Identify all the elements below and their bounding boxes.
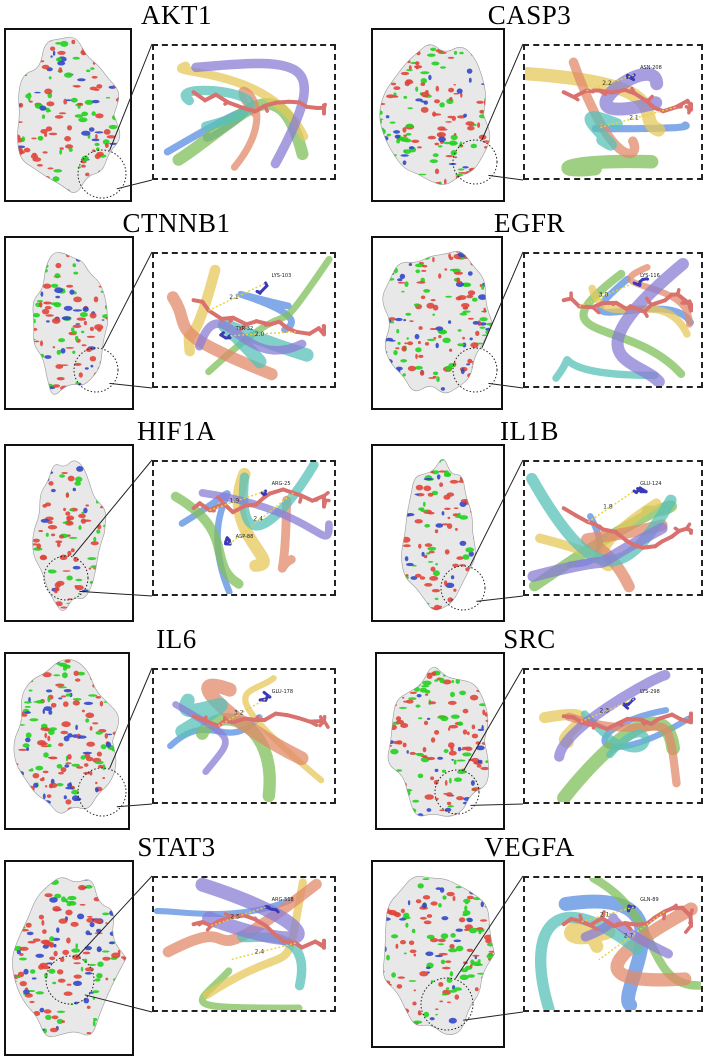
binding-pocket-image: ARG-518 2.5 2.4: [154, 878, 334, 1010]
residue-label: LYS-103: [272, 273, 292, 279]
connector-line: [73, 460, 152, 556]
connector-line: [117, 804, 152, 807]
binding-pocket-zoom: LYS-298 2.3: [523, 668, 703, 804]
connector-line: [110, 668, 152, 768]
residue-label: ASP-88: [236, 534, 254, 540]
docking-panel-akt1: AKT1: [0, 0, 353, 210]
connector-line: [464, 668, 523, 770]
connector-line: [470, 460, 523, 566]
connector-line: [470, 804, 523, 805]
bond-distance-label: 3.2: [234, 710, 244, 717]
binding-pocket-image: GLN-89 2.1 2.7: [525, 878, 701, 1010]
residue-label: LYS-116: [640, 273, 660, 279]
binding-pocket-image: GLU-178 3.2: [154, 670, 334, 802]
residue-label: TYR-32: [235, 326, 254, 332]
binding-pocket-image: LYS-298 2.3: [525, 670, 701, 802]
binding-pocket-zoom: GLU-124 1.8: [523, 460, 703, 596]
binding-pocket-zoom: LYS-116 3.0: [523, 252, 703, 388]
binding-pocket-zoom: GLN-89 2.1 2.7: [523, 876, 703, 1012]
binding-pocket-image: ARG-25 ASP-88 1.9 2.4: [154, 462, 334, 594]
bond-distance-label: 3.0: [599, 292, 609, 299]
residue-label: GLU-178: [272, 689, 293, 695]
residue-label: GLU-124: [640, 481, 661, 487]
connector-line: [79, 591, 152, 596]
binding-pocket-image: LYS-103 TYR-32 2.1 2.0: [154, 254, 334, 386]
connector-line: [488, 383, 523, 388]
bond-distance-label: 2.2: [602, 80, 612, 87]
bond-distance-label: 2.1: [629, 115, 639, 122]
connector-line: [85, 995, 152, 1012]
connector-line: [476, 596, 523, 601]
binding-pocket-zoom: [152, 44, 336, 180]
connector-line: [463, 1012, 523, 1020]
connector-line: [482, 252, 523, 348]
bond-distance-label: 2.1: [229, 294, 239, 301]
connector-line: [455, 876, 523, 979]
binding-pocket-image: ASN-208 2.2 2.1: [525, 46, 701, 178]
binding-pocket-zoom: LYS-103 TYR-32 2.1 2.0: [152, 252, 336, 388]
connector-line: [78, 876, 152, 956]
residue-label: ASN-208: [640, 65, 662, 71]
bond-distance-label: 2.3: [600, 707, 610, 714]
bond-distance-label: 1.9: [230, 498, 240, 505]
connector-line: [488, 175, 523, 180]
connector-line: [103, 252, 152, 348]
connector-line: [109, 383, 152, 388]
binding-pocket-image: GLU-124 1.8: [525, 462, 701, 594]
bond-distance-label: 2.1: [600, 911, 610, 918]
binding-pocket-zoom: GLU-178 3.2: [152, 668, 336, 804]
protein-ribbon: [568, 161, 652, 169]
binding-pocket-image: [154, 46, 334, 178]
connector-line: [110, 44, 152, 150]
binding-pocket-zoom: ASN-208 2.2 2.1: [523, 44, 703, 180]
connector-line: [482, 44, 523, 140]
connector-line: [117, 180, 152, 189]
binding-pocket-image: LYS-116 3.0: [525, 254, 701, 386]
bond-distance-label: 2.0: [255, 331, 265, 338]
residue-label: ARG-518: [272, 897, 294, 903]
residue-sticks: [257, 283, 267, 293]
binding-pocket-zoom: ARG-25 ASP-88 1.9 2.4: [152, 460, 336, 596]
residue-label: LYS-298: [640, 689, 660, 695]
residue-label: GLN-89: [640, 897, 659, 903]
residue-label: ARG-25: [272, 481, 291, 487]
bond-distance-label: 2.7: [624, 933, 634, 940]
bond-distance-label: 1.8: [603, 504, 613, 511]
bond-distance-label: 2.5: [230, 913, 240, 920]
bond-distance-label: 2.4: [253, 515, 263, 522]
bond-distance-label: 2.4: [255, 949, 265, 956]
binding-pocket-zoom: ARG-518 2.5 2.4: [152, 876, 336, 1012]
residue-sticks: [634, 488, 646, 493]
